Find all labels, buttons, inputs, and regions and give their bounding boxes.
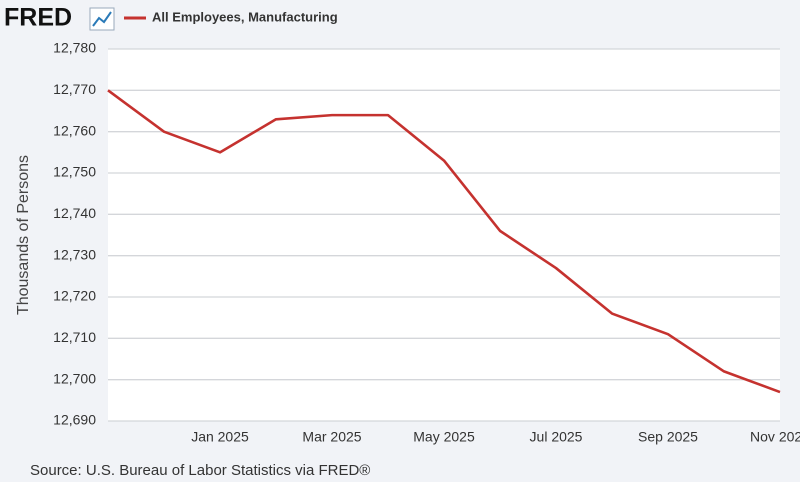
x-tick-label: Jan 2025 [191,429,249,445]
logo[interactable]: FRED [4,4,72,32]
y-tick-label: 12,740 [53,205,96,221]
y-tick-label: 12,730 [53,246,96,262]
y-tick-label: 12,720 [53,288,96,304]
y-tick-label: 12,760 [53,122,96,138]
x-tick-label: Sep 2025 [638,429,698,445]
y-tick-label: 12,690 [53,412,96,428]
y-tick-label: 12,780 [53,40,96,56]
source-note: Source: U.S. Bureau of Labor Statistics … [30,462,370,479]
plot-area [108,49,780,421]
data-line [107,89,781,394]
y-tick-label: 12,750 [53,164,96,180]
x-tick-label: May 2025 [413,429,475,445]
logo-icon [89,7,115,31]
x-tick-label: Nov 2025 [750,429,800,445]
legend-label[interactable]: All Employees, Manufacturing [152,9,338,24]
y-tick-label: 12,700 [53,370,96,386]
x-tick-label: Mar 2025 [302,429,361,445]
y-tick-label: 12,710 [53,329,96,345]
y-axis-label: Thousands of Persons [15,155,32,315]
y-tick-label: 12,770 [53,81,96,97]
x-tick-label: Jul 2025 [530,429,583,445]
